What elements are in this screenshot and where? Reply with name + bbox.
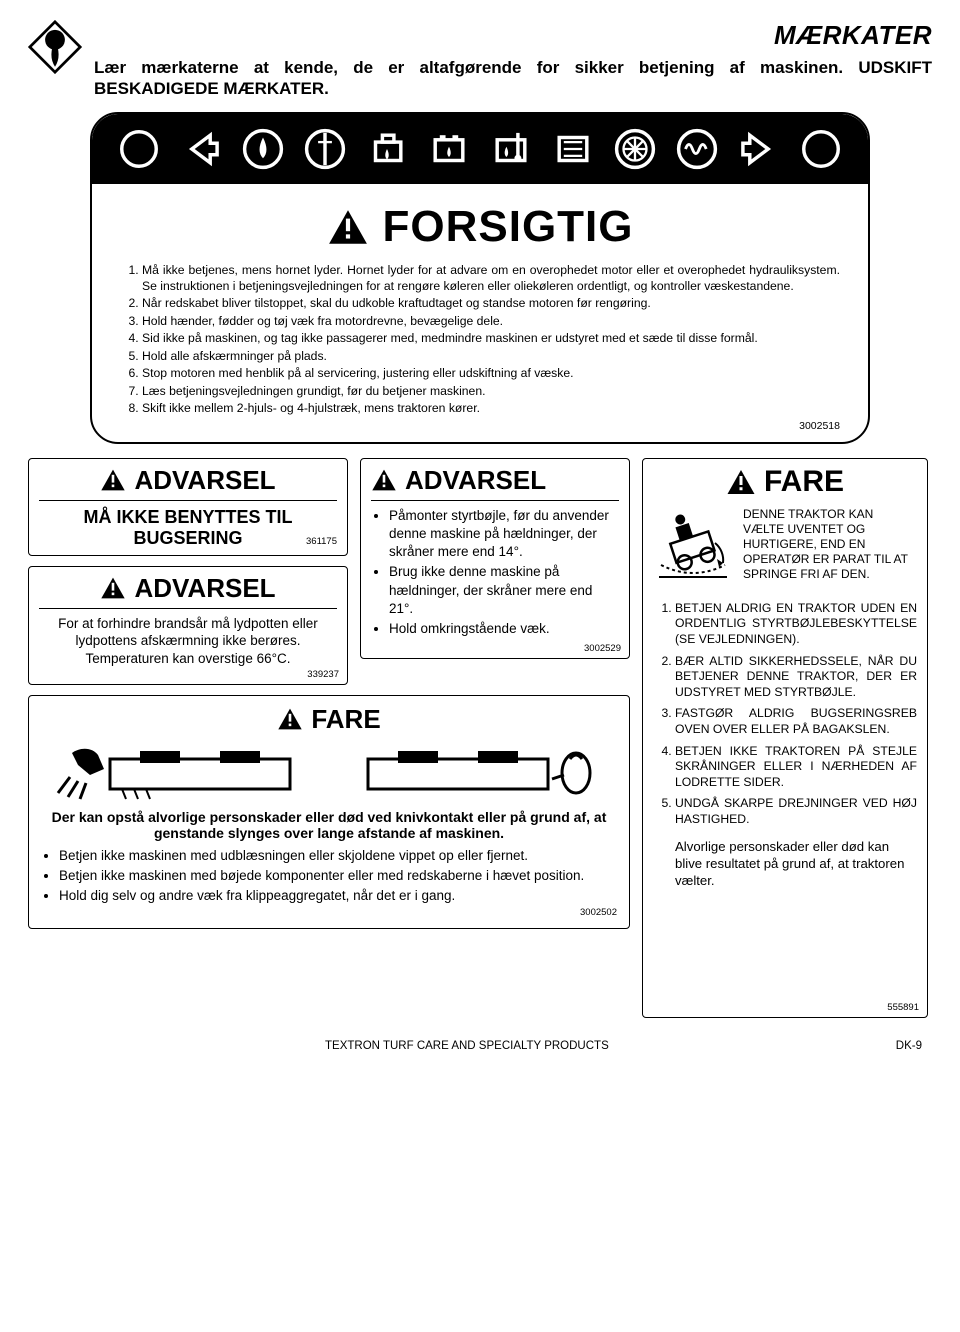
- oilcan-icon: [362, 126, 412, 172]
- warning-triangle-icon: [726, 468, 756, 496]
- list-item: Når redskabet bliver tilstoppet, skal du…: [142, 295, 840, 311]
- intro-text: Lær mærkaterne at kende, de er altafgøre…: [94, 57, 932, 100]
- rollover-caption: DENNE TRAKTOR KAN VÆLTE UVENTET OG HURTI…: [743, 507, 917, 591]
- warning-triangle-icon: [100, 468, 126, 492]
- arrow-left-icon: [176, 126, 226, 172]
- list-item: BÆR ALTID SIKKERHEDSSELE, NÅR DU BETJENE…: [675, 654, 917, 701]
- brand-logo-icon: [28, 20, 82, 74]
- arrow-right-icon: [734, 126, 784, 172]
- coil-icon: [672, 126, 722, 172]
- radiator-icon: [548, 126, 598, 172]
- warning-triangle-icon: [327, 208, 369, 246]
- circle-icon: [796, 126, 846, 172]
- warning-triangle-icon: [100, 576, 126, 600]
- list-item: Skift ikke mellem 2-hjuls- og 4-hjulstræ…: [142, 400, 840, 416]
- list-item: BETJEN IKKE TRAKTOREN PÅ STEJLE SKRÅNING…: [675, 744, 917, 791]
- slope-bullets: Påmonter styrtbøjle, før du anvender den…: [371, 507, 619, 639]
- list-item: Hold alle afskærmninger på plads.: [142, 348, 840, 364]
- caution-label: FORSIGTIG Må ikke betjenes, mens hornet …: [90, 112, 870, 444]
- temp-icon: [486, 126, 536, 172]
- list-item: BETJEN ALDRIG EN TRAKTOR UDEN EN ORDENTL…: [675, 601, 917, 648]
- warning-triangle-icon: [371, 468, 397, 492]
- blade-title: FARE: [311, 704, 380, 735]
- page-footer: TEXTRON TURF CARE AND SPECIALTY PRODUCTS…: [28, 1040, 932, 1052]
- burn-text: For at forhindre brandsår må lydpotten e…: [39, 615, 337, 668]
- caution-heading: FORSIGTIG: [92, 184, 868, 262]
- rollover-title: FARE: [764, 465, 844, 499]
- list-item: Hold omkringstående væk.: [389, 620, 619, 638]
- battery-icon: [424, 126, 474, 172]
- burn-title: ADVARSEL: [134, 573, 275, 604]
- list-item: Hold dig selv og andre væk fra klippeagg…: [59, 887, 617, 905]
- burn-warning-label: ADVARSEL For at forhindre brandsår må ly…: [28, 566, 348, 685]
- list-item: Betjen ikke maskinen med bøjede komponen…: [59, 867, 617, 885]
- slope-part-number: 3002529: [584, 643, 621, 654]
- circle-icon: [114, 126, 164, 172]
- list-item: FASTGØR ALDRIG BUGSERING­SREB OVEN OVER …: [675, 706, 917, 737]
- list-item: Betjen ikke maskinen med udblæsningen el…: [59, 847, 617, 865]
- footer-center: TEXTRON TURF CARE AND SPECIALTY PRODUCTS: [38, 1040, 896, 1052]
- blade-danger-label: FARE Der kan opstå alvorlige personskade…: [28, 695, 630, 930]
- list-item: Hold hænder, fødder og tøj væk fra motor…: [142, 313, 840, 329]
- rollover-list: BETJEN ALDRIG EN TRAKTOR UDEN EN ORDENTL…: [653, 601, 917, 828]
- warning-triangle-icon: [277, 707, 303, 731]
- section-title: MÆRKATER: [94, 20, 932, 51]
- list-item: Sid ikke på maskinen, og tag ikke passag…: [142, 330, 840, 346]
- caution-list: Må ikke betjenes, mens hornet lyder. Hor…: [92, 262, 868, 417]
- caution-title-text: FORSIGTIG: [383, 202, 634, 252]
- list-item: UNDGÅ SKARPE DREJNINGER VED HØJ HASTIGHE…: [675, 796, 917, 827]
- caution-part-number: 3002518: [92, 418, 868, 432]
- towing-title: ADVARSEL: [134, 465, 275, 496]
- list-item: Må ikke betjenes, mens hornet lyder. Hor…: [142, 262, 840, 295]
- icon-band: [92, 114, 868, 184]
- blade-bullets: Betjen ikke maskinen med udblæsningen el…: [41, 847, 617, 906]
- fan-icon: [610, 126, 660, 172]
- droplet-icon: [238, 126, 288, 172]
- gauge-icon: [300, 126, 350, 172]
- rollover-footer-text: Alvorlige personskader eller død kan bli…: [675, 838, 913, 889]
- mower-thrown-person-icon: [50, 741, 320, 805]
- rollover-danger-label: FARE DENNE TRAKTOR KAN VÆLTE UVENTET OG …: [642, 458, 928, 1018]
- page-header: MÆRKATER Lær mærkaterne at kende, de er …: [28, 20, 932, 100]
- list-item: Stop motoren med henblik på al serviceri…: [142, 365, 840, 381]
- list-item: Brug ikke denne maskine på hældninger, d…: [389, 563, 619, 618]
- blade-part-number: 3002502: [41, 907, 617, 918]
- footer-page-number: DK-9: [896, 1040, 922, 1052]
- mower-bystander-icon: [338, 741, 608, 805]
- burn-part-number: 339237: [307, 669, 339, 680]
- slope-title: ADVARSEL: [405, 465, 546, 496]
- rollover-part-number: 555891: [887, 1002, 919, 1013]
- list-item: Påmonter styrtbøjle, før du anvender den…: [389, 507, 619, 562]
- blade-lead-text: Der kan opstå alvorlige personskader ell…: [41, 809, 617, 841]
- slope-warning-label: ADVARSEL Påmonter styrtbøjle, før du anv…: [360, 458, 630, 660]
- tractor-rollover-icon: [653, 507, 733, 591]
- towing-warning-label: ADVARSEL MÅ IKKE BENYTTES TIL BUGSERING …: [28, 458, 348, 556]
- label-columns: ADVARSEL MÅ IKKE BENYTTES TIL BUGSERING …: [28, 458, 932, 1018]
- list-item: Læs betjeningsvejledningen grundigt, før…: [142, 383, 840, 399]
